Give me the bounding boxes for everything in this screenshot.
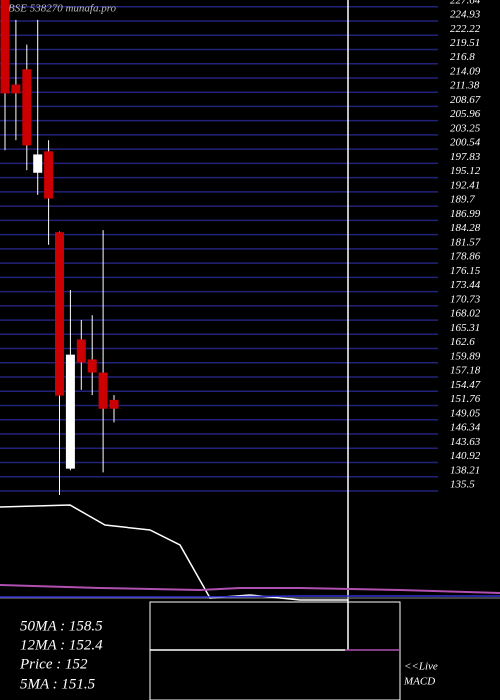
y-tick-label: 138.21 <box>450 464 480 476</box>
y-tick-label: 197.83 <box>450 151 481 163</box>
stat: 5MA : 151.5 <box>20 676 96 692</box>
y-tick-label: 189.7 <box>450 194 475 206</box>
chart-title: BSE 538270 munafa.pro <box>8 3 117 15</box>
volume-line <box>0 504 348 601</box>
candle-body <box>22 69 32 146</box>
y-tick-label: 211.38 <box>450 80 480 92</box>
candle-body <box>76 339 86 363</box>
candles <box>0 0 119 495</box>
y-tick-label: 135.5 <box>450 479 475 491</box>
y-tick-label: 222.22 <box>450 23 481 35</box>
y-tick-label: 157.18 <box>450 365 481 377</box>
y-tick-label: 165.31 <box>450 322 480 334</box>
y-tick-label: 203.25 <box>450 122 481 134</box>
stat: 12MA : 152.4 <box>20 637 103 653</box>
y-tick-label: 227.64 <box>450 0 481 6</box>
y-tick-label: 224.93 <box>450 9 481 21</box>
y-tick-label: 149.05 <box>450 407 481 419</box>
ma-line <box>0 584 500 594</box>
candle-body <box>0 0 10 94</box>
y-tick-label: 151.76 <box>450 393 481 405</box>
candle-body <box>55 232 64 396</box>
y-tick-label: 173.44 <box>450 279 481 291</box>
macd-panel <box>149 601 401 700</box>
macd-label: MACD <box>403 676 435 688</box>
stat: 50MA : 158.5 <box>20 618 103 634</box>
y-tick-label: 170.73 <box>450 293 481 305</box>
y-tick-label: 159.89 <box>450 350 481 362</box>
y-tick-label: 184.28 <box>450 222 481 234</box>
y-tick-label: 162.6 <box>450 336 475 348</box>
ma-line <box>0 595 500 598</box>
candle-body <box>11 84 21 94</box>
y-tick-label: 140.92 <box>450 450 481 462</box>
y-tick-label: 192.41 <box>450 179 480 191</box>
y-tick-label: 181.57 <box>450 236 481 248</box>
candle-body <box>44 151 54 199</box>
y-tick-label: 200.54 <box>450 137 481 149</box>
y-tick-label: 208.67 <box>450 94 481 106</box>
y-tick-label: 186.99 <box>450 208 481 220</box>
candle-body <box>98 372 108 409</box>
candle-body <box>109 399 119 409</box>
y-tick-label: 205.96 <box>450 108 481 120</box>
y-tick-label: 178.86 <box>450 251 481 263</box>
y-tick-label: 176.15 <box>450 265 481 277</box>
grid: 227.64 224.93 222.22 219.51 216.8 214.09 211.3… <box>0 0 481 492</box>
y-tick-label: 219.51 <box>450 37 480 49</box>
y-tick-label: 154.47 <box>450 379 481 391</box>
stat: Price : 152 <box>19 656 88 672</box>
y-tick-label: 214.09 <box>450 65 481 77</box>
candle-body <box>87 359 97 373</box>
y-tick-label: 216.8 <box>450 51 475 63</box>
y-tick-label: 168.02 <box>450 308 481 320</box>
y-tick-label: 146.34 <box>450 422 481 434</box>
y-tick-label: 195.12 <box>450 165 481 177</box>
candle-body <box>65 354 75 469</box>
macd-label: <<Live <box>404 661 438 673</box>
y-tick-label: 143.63 <box>450 436 481 448</box>
candle-body <box>33 154 43 173</box>
